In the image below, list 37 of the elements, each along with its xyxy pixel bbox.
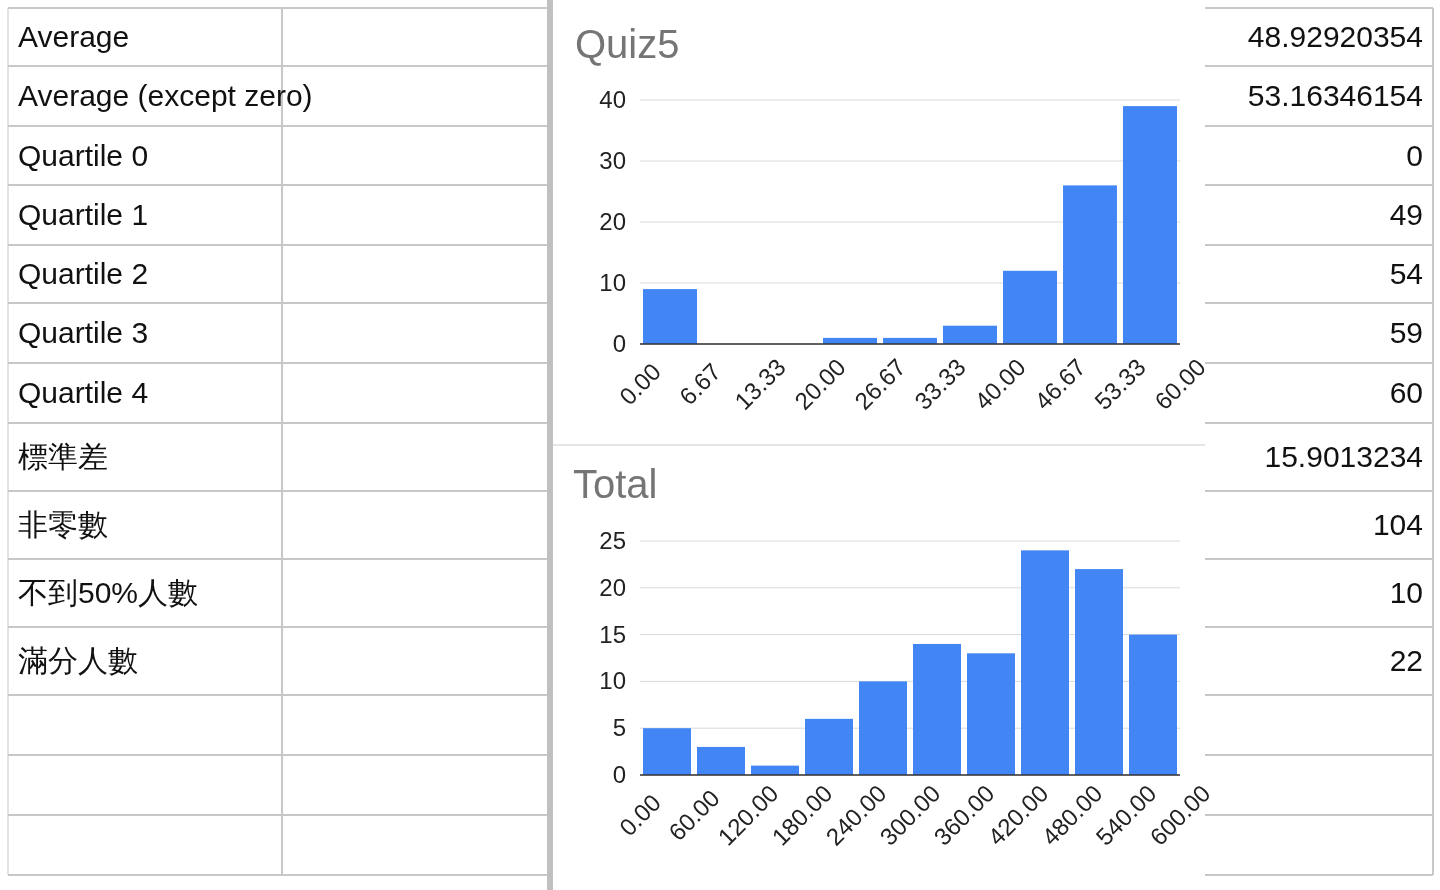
y-tick-label: 20 xyxy=(599,573,626,601)
y-tick-label: 40 xyxy=(599,86,626,113)
category-label: Average xyxy=(18,20,130,53)
y-tick-label: 20 xyxy=(599,208,626,235)
category-label: Average (except zero) xyxy=(18,79,313,112)
category-label: Quartile 0 xyxy=(18,138,149,172)
category-label: Quartile 3 xyxy=(18,316,149,349)
y-tick-label: 25 xyxy=(599,527,626,554)
y-tick-label: 15 xyxy=(599,620,626,648)
data-label: 0 xyxy=(1406,138,1423,172)
category-label: 非零數 xyxy=(18,508,108,541)
y-tick-label: 0 xyxy=(612,330,626,357)
data-label: 104 xyxy=(1372,508,1423,541)
category-label: Quartile 4 xyxy=(18,376,149,409)
data-label: 54 xyxy=(1389,257,1423,290)
chart-title: Total xyxy=(573,462,658,506)
category-label: 不到50%人數 xyxy=(18,576,199,609)
category-label: 滿分人數 xyxy=(18,644,138,677)
data-label: 53.16346154 xyxy=(1247,79,1423,112)
category-label: Quartile 2 xyxy=(18,257,149,290)
chart-title: Quiz5 xyxy=(575,22,680,66)
data-label: 49 xyxy=(1389,198,1423,231)
data-label: 59 xyxy=(1389,316,1423,349)
data-label: 60 xyxy=(1389,376,1423,409)
y-tick-label: 30 xyxy=(599,147,626,174)
data-label: 10 xyxy=(1389,576,1423,609)
y-tick-label: 10 xyxy=(599,269,626,296)
x-tick-label: 0.00 xyxy=(613,357,666,410)
y-tick-label: 5 xyxy=(612,714,626,742)
x-tick-label: 0.00 xyxy=(613,788,666,841)
category-label: 標準差 xyxy=(18,440,108,473)
data-label: 15.9013234 xyxy=(1264,440,1423,473)
data-label: 48.92920354 xyxy=(1247,20,1423,53)
y-tick-label: 0 xyxy=(612,761,626,788)
data-label: 22 xyxy=(1389,644,1423,677)
category-label: Quartile 1 xyxy=(18,198,149,231)
y-tick-label: 10 xyxy=(599,667,626,695)
